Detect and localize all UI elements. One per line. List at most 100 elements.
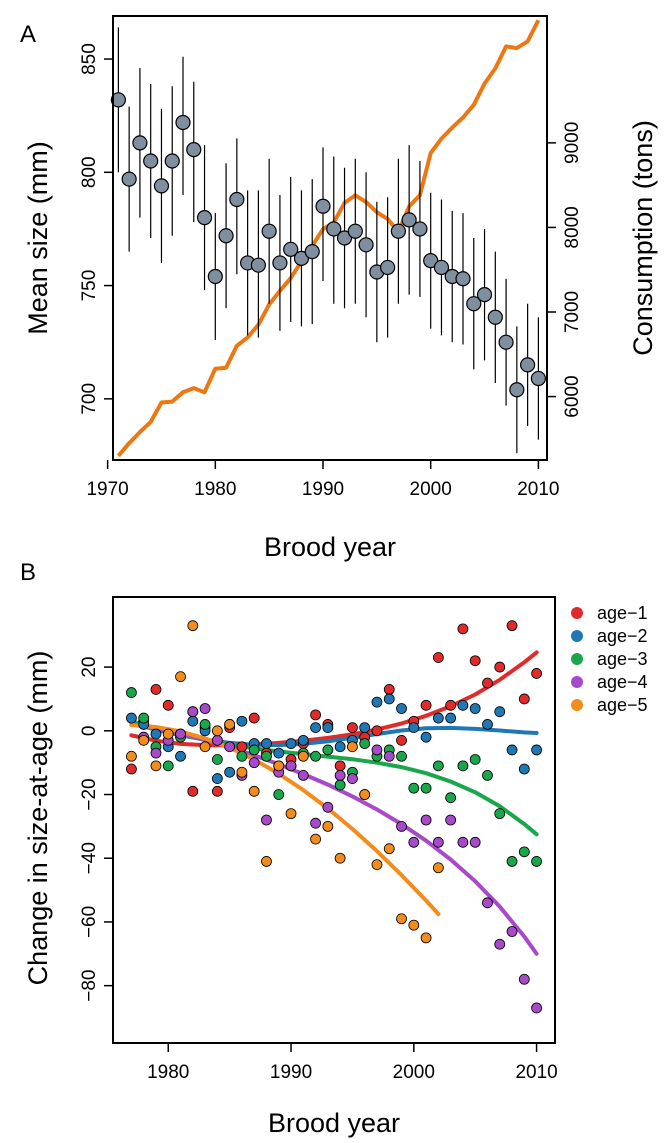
age-3-point	[199, 719, 211, 730]
age-1-point	[506, 620, 518, 632]
age-1-point	[371, 725, 383, 737]
plot-frame-b	[112, 596, 556, 1044]
age-2-point	[150, 728, 162, 740]
age-1-point	[445, 699, 457, 711]
age-5-point	[273, 760, 285, 772]
y-right-tick-label: 9000	[562, 122, 583, 164]
age-2-point	[334, 741, 346, 753]
age-5-point	[359, 789, 371, 800]
age-4-point	[506, 926, 518, 937]
age-2-point	[408, 722, 420, 734]
age-1-point	[248, 712, 260, 724]
age-4-point	[445, 814, 457, 826]
y-tick-label: 20	[79, 657, 100, 678]
age-3-point	[126, 687, 137, 698]
age-3-point	[482, 770, 493, 781]
age-2-point	[322, 722, 334, 734]
age-3-point	[138, 712, 150, 724]
size-point	[304, 243, 320, 260]
age-2-point	[236, 715, 248, 727]
age-3-point	[248, 744, 260, 756]
age-2-point	[420, 731, 432, 743]
fit-lines-layer	[129, 650, 539, 956]
age-3-point	[408, 782, 420, 794]
age-5-point	[211, 725, 223, 737]
age-2-point	[175, 750, 186, 762]
size-point	[207, 268, 223, 285]
age-3-point	[359, 738, 371, 749]
y-tick-label: 0	[79, 726, 100, 737]
size-point	[121, 171, 137, 187]
size-point	[293, 250, 310, 266]
x-tick-label: 1990	[302, 479, 344, 500]
y-right-tick-label: 6000	[562, 375, 583, 417]
age-4-point	[285, 760, 297, 772]
age-5-point	[420, 932, 432, 944]
age-4-point	[248, 757, 260, 769]
size-point	[380, 259, 396, 276]
panel-a: A 1970 1980 1990 2000 2010 700 750 800 850 6000…	[20, 15, 658, 562]
size-point	[423, 253, 439, 269]
size-point	[283, 241, 299, 257]
error-bars-layer	[117, 27, 539, 454]
y-tick-label: 700	[79, 383, 100, 415]
age-4-point	[150, 747, 162, 759]
age-3-point	[494, 808, 506, 820]
age-4-point	[494, 938, 506, 950]
y-tick-label: 800	[79, 156, 100, 188]
age-5-point	[162, 728, 174, 740]
age-1-point	[150, 683, 162, 695]
legend-swatch-age-5	[571, 699, 583, 711]
y-tick-label: −20	[79, 778, 100, 810]
size-point	[164, 153, 180, 169]
y-tick-label: −40	[79, 842, 100, 874]
age-1-point	[531, 668, 542, 679]
age-5-point	[396, 913, 407, 925]
age-1-point	[334, 760, 346, 772]
panel-b-label: B	[20, 559, 36, 586]
age-2-point	[518, 763, 530, 775]
age-2-point	[285, 738, 297, 749]
size-point	[196, 210, 213, 226]
x-tick-label: 1970	[86, 479, 128, 500]
age-4-point	[396, 820, 407, 832]
age-5-point	[334, 852, 346, 864]
size-point	[520, 357, 536, 373]
legend-label-age-2: age−2	[597, 626, 648, 646]
age-points-layer	[126, 620, 542, 1014]
size-point	[272, 255, 288, 271]
age-1-point	[420, 699, 432, 711]
panel-a-label: A	[20, 21, 36, 48]
age-1-fit-line	[129, 650, 539, 748]
age-3-point	[322, 744, 334, 756]
legend-label-age-5: age−5	[597, 695, 648, 715]
size-point	[412, 221, 428, 237]
age-1-point	[469, 655, 481, 667]
age-1-point	[494, 661, 506, 673]
age-4-point	[457, 836, 469, 848]
age-3-point	[396, 750, 407, 762]
age-4-point	[211, 734, 223, 746]
age-1-point	[187, 785, 199, 797]
age-1-point	[211, 785, 223, 797]
size-point	[153, 178, 170, 194]
size-point	[455, 271, 471, 287]
age-1-point	[518, 693, 530, 705]
age-2-point	[506, 744, 518, 756]
size-point	[175, 114, 191, 131]
age-1-point	[236, 741, 248, 753]
size-point	[498, 334, 514, 350]
size-point	[476, 287, 493, 303]
x-axis-a: 1970 1980 1990 2000 2010	[86, 460, 560, 500]
y-tick-label: −80	[79, 970, 100, 1002]
size-point	[250, 257, 266, 273]
age-3-point	[261, 750, 272, 762]
size-point	[261, 223, 277, 239]
age-4-point	[322, 801, 334, 813]
legend-label-age-1: age−1	[597, 603, 648, 623]
size-point	[132, 135, 148, 151]
x-axis-title-a: Brood year	[264, 532, 396, 562]
age-2-point	[371, 696, 383, 708]
y-tick-label: 850	[79, 43, 100, 75]
